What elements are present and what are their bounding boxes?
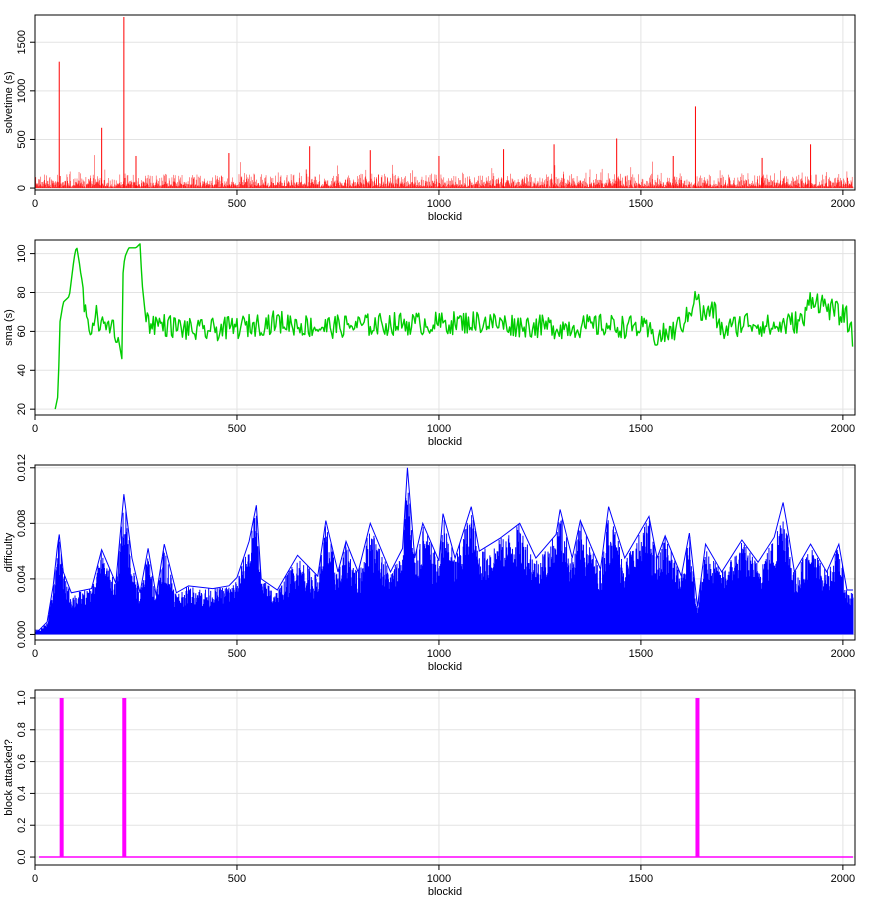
x-tick-label: 1500 [629,423,653,435]
panel-4: 0 500 1000 1500 2000 0.0 0.2 0.4 0.6 0.8 1.0 blocki… [3,689,856,898]
y-tick-label: 0.8 [16,722,28,737]
y-tick-label: 0.012 [16,454,28,482]
plot-frame [34,239,856,416]
x-tick-label: 0 [32,873,38,885]
plot-frame [34,464,856,641]
x-tick-label: 2000 [831,648,855,660]
panel-2: 0 500 1000 1500 2000 20 40 60 80 100 blockid sma (s… [3,239,856,448]
panel-3: 0 500 1000 1500 2000 0.000 0.004 0.008 0.012 bloc… [3,454,856,673]
y-tick-label: 0.004 [16,565,28,593]
y-tick-label: 40 [16,364,28,376]
plot-frame [34,14,856,191]
x-tick-label: 1500 [629,198,653,210]
y-axis-label: sma (s) [3,309,15,346]
x-axis-label: blockid [428,661,462,673]
y-axis-label: difficulty [3,532,15,572]
x-tick-label: 2000 [831,873,855,885]
x-axis-label: blockid [428,436,462,448]
solvetime-bars [34,155,854,189]
x-tick-label: 1500 [629,648,653,660]
x-axis-label: blockid [428,211,462,223]
y-tick-label: 1000 [16,79,28,103]
y-tick-label: 0.4 [16,786,28,801]
x-tick-label: 1000 [427,648,451,660]
y-tick-label: 100 [16,244,28,262]
x-tick-label: 0 [32,648,38,660]
x-tick-label: 500 [228,423,246,435]
y-tick-label: 0.000 [16,621,28,649]
y-tick-label: 500 [16,130,28,148]
y-tick-label: 0 [16,185,28,191]
y-tick-label: 20 [16,403,28,415]
y-tick-label: 0.2 [16,818,28,833]
x-tick-label: 1500 [629,873,653,885]
y-tick-label: 60 [16,325,28,337]
x-tick-label: 500 [228,873,246,885]
y-tick-label: 0.6 [16,754,28,769]
x-tick-label: 1000 [427,198,451,210]
difficulty-envelope [35,467,853,631]
x-tick-label: 1000 [427,423,451,435]
y-tick-label: 0.008 [16,510,28,538]
y-tick-label: 0.0 [16,849,28,864]
x-tick-label: 1000 [427,873,451,885]
x-tick-label: 2000 [831,198,855,210]
y-axis-label: block attacked? [3,739,15,815]
x-tick-label: 0 [32,198,38,210]
y-tick-label: 1.0 [16,690,28,705]
x-tick-label: 500 [228,648,246,660]
x-tick-label: 2000 [831,423,855,435]
y-tick-label: 80 [16,286,28,298]
y-tick-label: 1500 [16,30,28,54]
difficulty-bars [34,492,854,635]
plot-frame [34,689,856,866]
x-tick-label: 0 [32,423,38,435]
x-tick-label: 500 [228,198,246,210]
x-axis-label: blockid [428,886,462,898]
panel-1: 0 500 1000 1500 2000 0 500 1000 1500 blockid solve… [3,14,856,223]
y-axis-label: solvetime (s) [3,71,15,133]
sma-line [54,243,854,410]
